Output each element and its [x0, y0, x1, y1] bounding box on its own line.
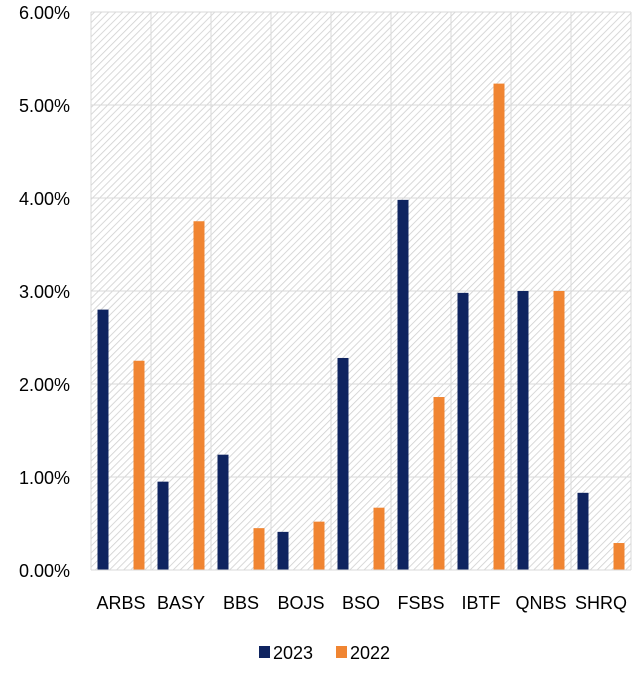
x-tick-label: IBTF [462, 593, 501, 613]
bar-2023-ARBS [97, 309, 109, 570]
y-axis: 0.00% 1.00% 2.00% 3.00% 4.00% 5.00% 6.00% [19, 3, 70, 581]
y-tick-label: 3.00% [19, 282, 70, 302]
bar-2022-FSBS [433, 397, 445, 570]
legend: 2023 2022 [259, 643, 390, 663]
bar-2023-BSO [337, 357, 349, 570]
legend-label-2022: 2022 [350, 643, 390, 663]
bar-2023-IBTF [457, 292, 469, 570]
bar-2022-BOJS [313, 521, 325, 570]
bar-2022-ARBS [133, 360, 145, 570]
y-tick-label: 1.00% [19, 468, 70, 488]
gridlines [90, 11, 632, 571]
x-axis: ARBS BASY BBS BOJS BSO FSBS IBTF QNBS SHRQ [91, 569, 631, 613]
legend-swatch-2023 [259, 646, 270, 658]
bar-2022-QNBS [553, 291, 565, 570]
bar-2022-BSO [373, 507, 385, 570]
x-tick-label: BOJS [277, 593, 324, 613]
bar-2022-SHRQ [613, 543, 625, 570]
bar-2023-BBS [217, 454, 229, 570]
x-tick-label: ARBS [96, 593, 145, 613]
bar-2023-FSBS [397, 199, 409, 571]
bar-2023-BOJS [277, 531, 289, 570]
bar-2022-BBS [253, 528, 265, 570]
y-tick-label: 5.00% [19, 96, 70, 116]
y-tick-label: 4.00% [19, 189, 70, 209]
bar-2022-BASY [193, 221, 205, 570]
y-tick-label: 0.00% [19, 561, 70, 581]
y-tick-label: 6.00% [19, 3, 70, 23]
bar-2023-QNBS [517, 291, 529, 570]
x-tick-label: BASY [157, 593, 205, 613]
bar-2023-SHRQ [577, 492, 589, 570]
x-tick-label: SHRQ [575, 593, 627, 613]
bars [97, 83, 625, 571]
bar-2022-IBTF [493, 83, 505, 571]
legend-label-2023: 2023 [273, 643, 313, 663]
y-tick-label: 2.00% [19, 375, 70, 395]
x-tick-label: QNBS [515, 593, 566, 613]
bar-2023-BASY [157, 481, 169, 570]
legend-swatch-2022 [336, 646, 347, 658]
x-tick-label: BBS [223, 593, 259, 613]
x-tick-label: FSBS [397, 593, 444, 613]
x-tick-label: BSO [342, 593, 380, 613]
